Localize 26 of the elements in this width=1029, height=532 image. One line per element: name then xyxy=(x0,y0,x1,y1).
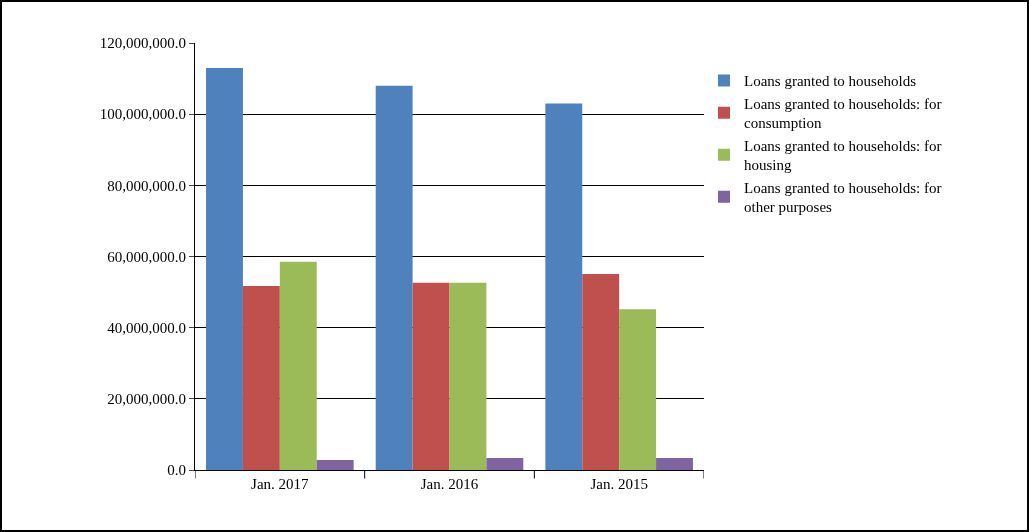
bar xyxy=(486,457,524,470)
x-tick-label: Jan. 2017 xyxy=(251,476,310,492)
bar xyxy=(316,460,354,470)
legend-label: Loans granted to households: for housing xyxy=(744,137,942,174)
bar xyxy=(412,282,450,470)
y-tick-label: 0.0 xyxy=(167,462,186,479)
y-tick-label: 120,000,000.0 xyxy=(99,35,186,52)
x-tick-label: Jan. 2016 xyxy=(420,476,479,492)
y-tick-label: 80,000,000.0 xyxy=(107,177,186,194)
x-tick-label: Jan. 2015 xyxy=(590,476,648,492)
y-tick-label: 40,000,000.0 xyxy=(107,319,186,336)
legend-label: Loans granted to households xyxy=(744,73,917,90)
bar xyxy=(279,261,317,470)
bar xyxy=(582,273,620,470)
legend-label: Loans granted to households: for consumption xyxy=(744,95,942,132)
y-tick-label: 20,000,000.0 xyxy=(107,391,186,408)
bar xyxy=(449,282,487,470)
legend-label: Loans granted to households: for other purposes xyxy=(744,179,942,216)
y-tick-label: 60,000,000.0 xyxy=(107,248,186,265)
bar xyxy=(619,309,657,470)
bar xyxy=(206,67,243,470)
bar xyxy=(545,103,583,470)
bar xyxy=(375,85,413,470)
bar xyxy=(242,286,280,470)
y-tick-label: 100,000,000.0 xyxy=(99,106,186,123)
bar xyxy=(656,457,693,470)
